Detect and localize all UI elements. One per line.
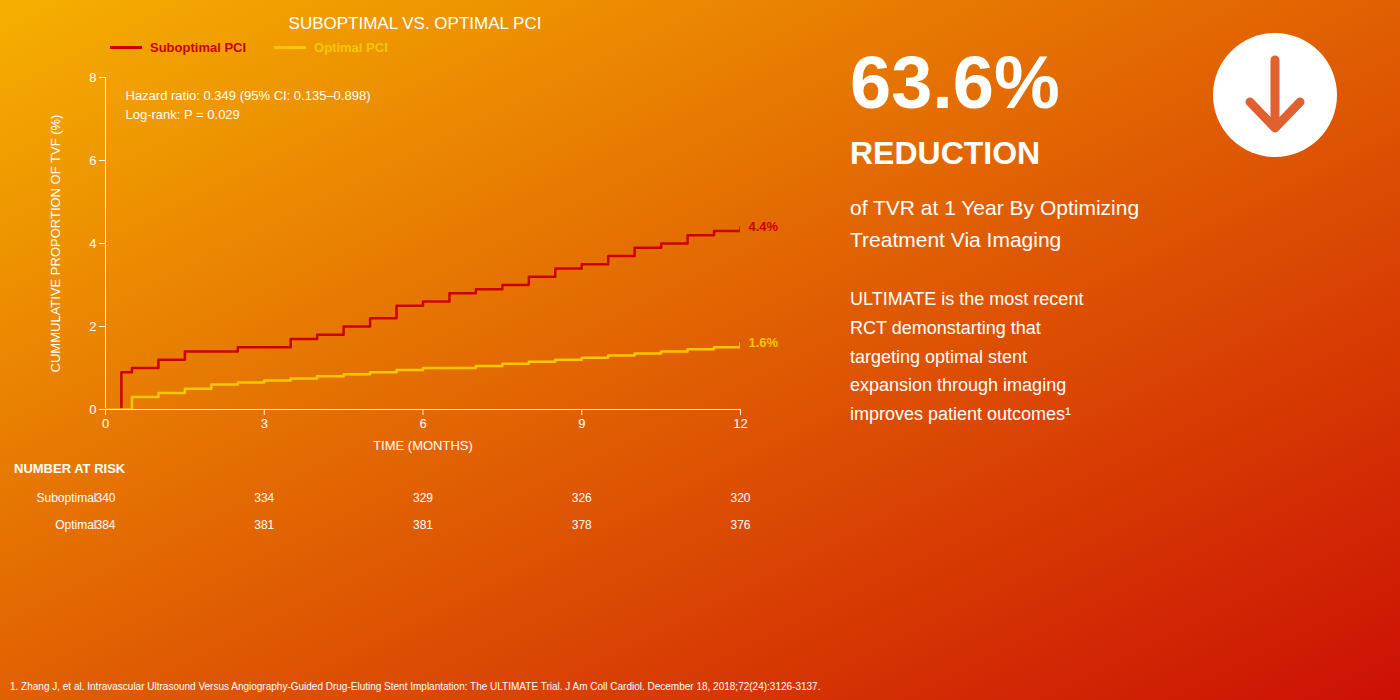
svg-text:0: 0	[89, 402, 96, 417]
svg-text:Suboptimal: Suboptimal	[36, 491, 96, 505]
svg-text:384: 384	[95, 518, 115, 532]
svg-text:CUMMULATIVE PROPORTION OF TVF: CUMMULATIVE PROPORTION OF TVF (%)	[48, 115, 63, 373]
svg-text:6: 6	[89, 153, 96, 168]
svg-text:Optimal: Optimal	[55, 518, 96, 532]
svg-text:326: 326	[572, 491, 592, 505]
svg-text:4: 4	[89, 236, 96, 251]
html-text:of TVR at 1 Year By Optimizing: of TVR at 1 Year By Optimizing Treatment…	[850, 196, 1140, 251]
html-text:ULTIMATE is the most recent RC: ULTIMATE is the most recent RCT demonsta…	[850, 289, 1084, 425]
svg-text:378: 378	[572, 518, 592, 532]
svg-text:3: 3	[261, 416, 268, 431]
svg-text:381: 381	[413, 518, 433, 532]
html-text:NUMBER AT RISK: NUMBER AT RISK	[14, 461, 126, 476]
svg-text:Hazard ratio: 0.349 (95% CI: 0: Hazard ratio: 0.349 (95% CI: 0.135–0.898…	[126, 88, 371, 121]
html-text:Optimal PCI: Optimal PCI	[314, 40, 388, 55]
svg-text:6: 6	[419, 416, 426, 431]
svg-text:TIME (MONTHS): TIME (MONTHS)	[373, 438, 473, 453]
svg-text:2: 2	[89, 319, 96, 334]
html-text:63.6%: 63.6%	[850, 41, 1060, 124]
svg-text:1.6%: 1.6%	[749, 335, 779, 350]
html-text:1. Zhang J, et al. Intravascul: 1. Zhang J, et al. Intravascular Ultraso…	[10, 681, 821, 692]
svg-text:329: 329	[413, 491, 433, 505]
svg-text:320: 320	[730, 491, 750, 505]
svg-text:340: 340	[95, 491, 115, 505]
html-text:SUBOPTIMAL VS. OPTIMAL PCI: SUBOPTIMAL VS. OPTIMAL PCI	[288, 14, 542, 33]
html-text:REDUCTION: REDUCTION	[850, 135, 1041, 171]
svg-text:9: 9	[578, 416, 585, 431]
svg-text:334: 334	[254, 491, 274, 505]
svg-text:376: 376	[730, 518, 750, 532]
svg-text:381: 381	[254, 518, 274, 532]
svg-text:4.4%: 4.4%	[749, 219, 779, 234]
svg-text:8: 8	[89, 70, 96, 85]
svg-text:12: 12	[733, 416, 747, 431]
html-text:Suboptimal PCI: Suboptimal PCI	[150, 40, 247, 55]
svg-text:0: 0	[102, 416, 109, 431]
